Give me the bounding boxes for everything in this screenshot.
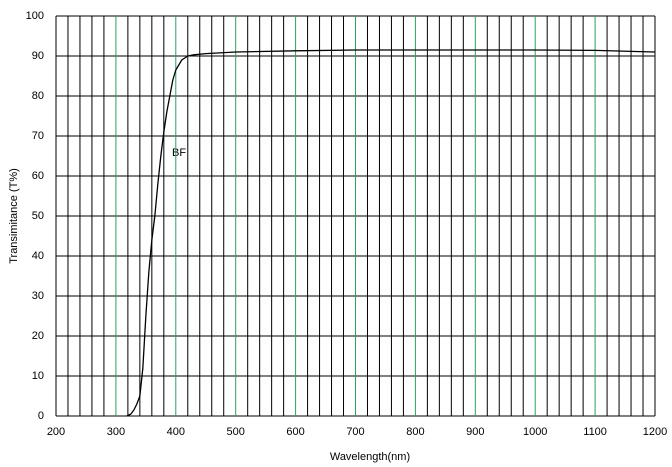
x-tick-label: 1100 xyxy=(583,426,607,438)
y-tick-label: 10 xyxy=(32,370,44,382)
annotation: BF xyxy=(172,147,186,159)
x-tick-label: 300 xyxy=(107,426,125,438)
y-tick-label: 80 xyxy=(32,90,44,102)
x-tick-label: 700 xyxy=(346,426,364,438)
x-tick-label: 800 xyxy=(406,426,424,438)
x-tick-label: 1000 xyxy=(523,426,547,438)
y-tick-label: 60 xyxy=(32,170,44,182)
y-tick-label: 30 xyxy=(32,290,44,302)
y-tick-label: 40 xyxy=(32,250,44,262)
x-tick-label: 400 xyxy=(167,426,185,438)
y-tick-label: 50 xyxy=(32,210,44,222)
x-tick-label: 600 xyxy=(286,426,304,438)
y-axis-label: Transimitance (T%) xyxy=(8,168,20,264)
line-series xyxy=(126,49,656,417)
x-axis-label: Wavelength(nm) xyxy=(330,451,410,463)
x-tick-label: 900 xyxy=(466,426,484,438)
y-tick-label: 70 xyxy=(32,130,44,142)
y-tick-label: 90 xyxy=(32,50,44,62)
y-tick-label: 20 xyxy=(32,330,44,342)
x-tick-label: 500 xyxy=(227,426,245,438)
x-tick-label: 1200 xyxy=(643,426,667,438)
x-tick-label: 200 xyxy=(47,426,65,438)
y-tick-label: 0 xyxy=(38,410,44,422)
y-tick-label: 100 xyxy=(26,10,44,22)
